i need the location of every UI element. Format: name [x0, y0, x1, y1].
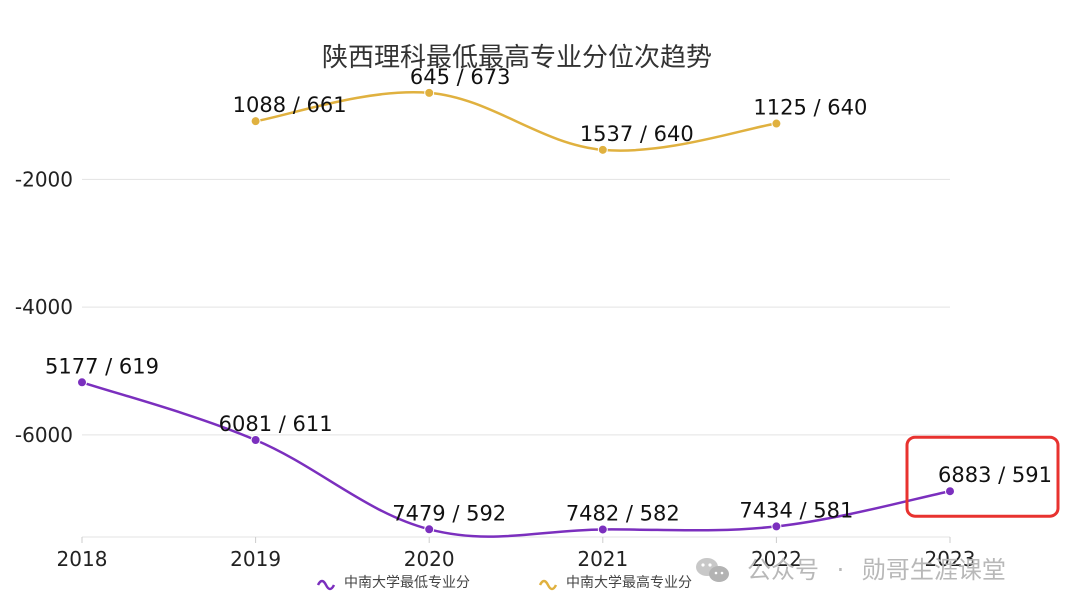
- data-point[interactable]: [424, 87, 435, 98]
- x-tick-label: 2022: [751, 547, 802, 571]
- data-label: 6883 / 591: [938, 463, 1052, 487]
- watermark-separator: ·: [837, 556, 845, 584]
- data-point[interactable]: [424, 524, 435, 535]
- data-label: 7479 / 592: [392, 501, 506, 525]
- series-1: [250, 87, 782, 155]
- data-point[interactable]: [597, 144, 608, 155]
- data-point[interactable]: [250, 116, 261, 127]
- data-label: 1537 / 640: [580, 122, 694, 146]
- chart-title: 陕西理科最低最高专业分位次趋势: [322, 43, 712, 73]
- data-label: 6081 / 611: [219, 412, 333, 436]
- data-point[interactable]: [250, 435, 261, 446]
- series-line: [255, 91, 777, 152]
- series-0: [77, 377, 955, 538]
- x-tick-label: 2020: [404, 547, 455, 571]
- data-label: 7434 / 581: [739, 498, 853, 522]
- data-label: 5177 / 619: [45, 354, 159, 378]
- legend-item[interactable]: 中南大学最低专业分: [316, 575, 470, 591]
- series-layer: [77, 87, 955, 538]
- data-point[interactable]: [77, 377, 87, 388]
- wechat-icon: [696, 558, 729, 582]
- data-point[interactable]: [597, 524, 608, 535]
- data-point[interactable]: [771, 118, 782, 129]
- y-tick-label: -6000: [15, 423, 73, 447]
- x-tick-label: 2023: [925, 547, 976, 571]
- y-tick-label: -2000: [15, 167, 73, 191]
- highlight-box: [905, 435, 1060, 518]
- x-tick-label: 2021: [577, 547, 628, 571]
- highlight-layer: [905, 435, 1060, 518]
- y-axis: -2000 -4000 -6000: [15, 167, 73, 446]
- watermark-prefix: 公众号: [747, 556, 819, 584]
- legend-item[interactable]: 中南大学最高专业分: [538, 574, 692, 591]
- x-tick-label: 2018: [57, 547, 108, 571]
- data-label: 1125 / 640: [753, 96, 867, 120]
- grid-lines: [82, 178, 950, 436]
- legend[interactable]: 中南大学最低专业分 中南大学最高专业分: [316, 574, 692, 591]
- legend-swatch: [538, 579, 558, 591]
- x-tick-label: 2019: [230, 547, 281, 571]
- series-line: [81, 381, 951, 538]
- data-label: 645 / 673: [410, 65, 511, 89]
- data-label: 7482 / 582: [566, 501, 680, 525]
- svg-text:公众号 · 勋哥生涯课堂: 公众号 · 勋哥生涯课堂: [747, 556, 1006, 584]
- watermark: 公众号 · 勋哥生涯课堂: [696, 556, 1006, 584]
- x-axis: 2018 2019 2020 2021 2022 2023: [57, 536, 976, 571]
- watermark-name: 勋哥生涯课堂: [862, 556, 1006, 584]
- legend-label: 中南大学最高专业分: [566, 574, 692, 591]
- legend-swatch: [316, 579, 336, 591]
- data-point[interactable]: [771, 521, 782, 532]
- data-point[interactable]: [945, 486, 955, 497]
- data-labels: 5177 / 619 6081 / 611 7479 / 592 7482 / 582…: [45, 65, 1052, 526]
- legend-label: 中南大学最低专业分: [344, 575, 470, 591]
- y-tick-label: -4000: [15, 295, 73, 319]
- data-label: 1088 / 661: [233, 93, 347, 117]
